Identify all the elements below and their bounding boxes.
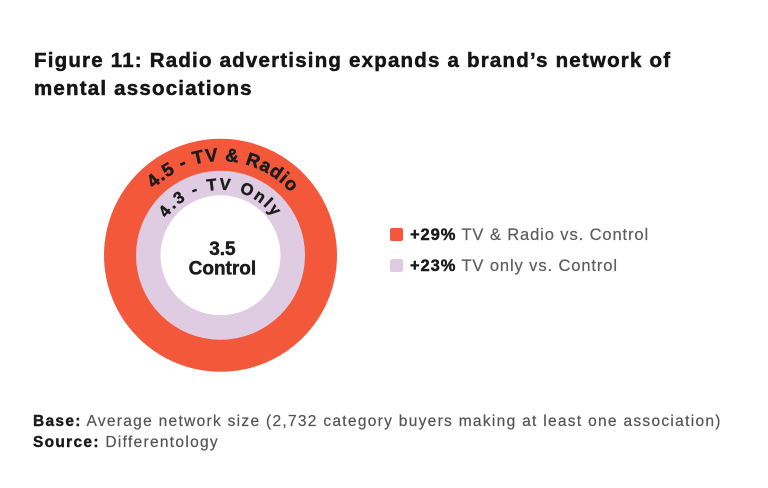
svg-text:Control: Control <box>189 259 257 280</box>
svg-text:3.5: 3.5 <box>209 239 236 260</box>
